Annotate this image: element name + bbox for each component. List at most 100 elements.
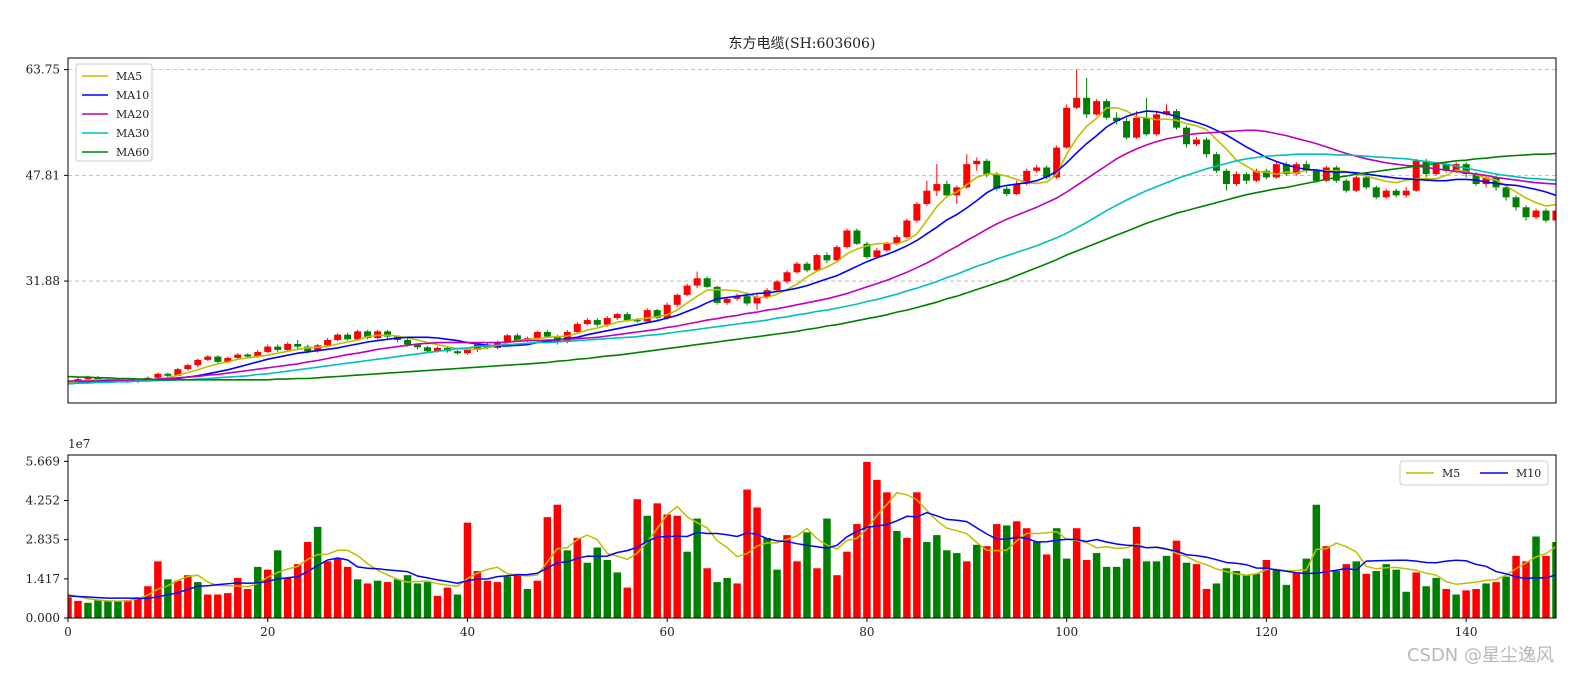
candle xyxy=(1033,164,1041,173)
volume-bar xyxy=(214,594,222,618)
candle-body xyxy=(1472,174,1480,185)
volume-bar xyxy=(244,588,252,618)
x-tick-label: 100 xyxy=(1055,625,1078,639)
candle-body xyxy=(84,377,92,380)
candle-body xyxy=(773,281,781,291)
volume-bar xyxy=(733,583,741,618)
volume-bar xyxy=(693,518,701,618)
volume-bar xyxy=(1362,573,1370,618)
candle-body xyxy=(1222,170,1230,185)
volume-bar xyxy=(1102,566,1111,618)
volume-bar xyxy=(134,597,142,618)
volume-bar xyxy=(1502,576,1510,618)
candle-body xyxy=(683,285,691,295)
candle xyxy=(453,349,461,355)
candle-body xyxy=(1053,147,1061,178)
volume-bar xyxy=(1132,526,1141,618)
volume-bar xyxy=(1072,528,1081,618)
candle-body xyxy=(673,294,681,305)
candle xyxy=(1572,199,1579,210)
volume-bar xyxy=(643,515,651,618)
candle xyxy=(344,332,352,341)
volume-bar xyxy=(573,537,582,618)
volume-bar xyxy=(863,461,871,618)
candle-body xyxy=(833,247,841,261)
volume-bar xyxy=(124,600,132,618)
volume-bar xyxy=(413,583,422,618)
candle-body xyxy=(453,351,461,354)
volume-bar xyxy=(184,575,192,618)
candle xyxy=(643,308,651,323)
candle xyxy=(913,201,921,223)
volume-bar xyxy=(663,514,671,618)
candle-body xyxy=(1362,177,1370,188)
candle-body xyxy=(1402,190,1410,196)
candle-body xyxy=(1542,210,1550,221)
candle-body xyxy=(1073,97,1081,108)
candle-body xyxy=(583,320,591,325)
volume-bar xyxy=(1562,574,1569,618)
volume-bar xyxy=(1452,594,1460,618)
candle-body xyxy=(1412,160,1420,191)
candle xyxy=(943,180,951,198)
candle-body xyxy=(1522,207,1530,218)
volume-bar xyxy=(383,582,392,618)
candle-body xyxy=(543,332,551,337)
volume-bar xyxy=(593,547,602,618)
volume-legend: M5 M10 xyxy=(1399,460,1549,486)
candle-body xyxy=(424,347,432,352)
candle-body xyxy=(1332,167,1340,181)
volume-bar xyxy=(873,479,881,618)
candle xyxy=(274,344,282,352)
candle-body xyxy=(1083,97,1091,115)
candle-body xyxy=(573,324,581,333)
volume-bar xyxy=(1552,542,1556,618)
volume-bar xyxy=(453,594,462,618)
volume-bar xyxy=(813,568,821,618)
line-m5 xyxy=(68,491,1556,602)
candle-body xyxy=(1103,101,1111,118)
volume-bar xyxy=(503,576,512,618)
candle-body xyxy=(1562,201,1569,211)
candle xyxy=(1512,195,1520,211)
candle-body xyxy=(1312,170,1320,181)
candle xyxy=(1083,77,1091,118)
volume-bar xyxy=(373,580,382,618)
volume-bar xyxy=(144,586,152,618)
candle-body xyxy=(204,356,212,360)
volume-bar xyxy=(1462,590,1470,618)
volume-bar xyxy=(613,572,622,618)
candle xyxy=(1342,178,1350,193)
candle-body xyxy=(344,334,352,340)
legend-label: MA10 xyxy=(116,89,149,102)
candle xyxy=(1542,208,1550,223)
volume-bar xyxy=(1272,569,1281,618)
candle-body xyxy=(434,347,441,352)
candle xyxy=(1153,111,1161,136)
volume-bar xyxy=(194,582,202,618)
volume-bar xyxy=(713,582,721,618)
candle xyxy=(673,293,681,307)
volume-bar xyxy=(703,568,711,618)
volume-bar xyxy=(923,542,931,618)
candle-body xyxy=(1133,117,1141,138)
candle-body xyxy=(314,345,322,352)
candle xyxy=(843,228,851,249)
candle xyxy=(953,185,961,204)
x-tick-label: 140 xyxy=(1455,625,1478,639)
legend-label: MA30 xyxy=(116,127,149,140)
candle xyxy=(1143,97,1151,136)
volume-bar xyxy=(1052,528,1061,618)
candle-body xyxy=(214,356,222,362)
candle-body xyxy=(963,164,971,188)
candle-body xyxy=(1192,139,1200,145)
volume-panel-frame xyxy=(67,454,1557,619)
candle xyxy=(713,285,721,305)
line-ma30 xyxy=(68,153,1556,385)
candle xyxy=(214,355,222,364)
volume-bar xyxy=(433,595,442,618)
candle xyxy=(833,245,841,262)
volume-bar xyxy=(483,580,492,618)
volume-bar xyxy=(793,561,801,618)
volume-bar xyxy=(1262,559,1271,618)
